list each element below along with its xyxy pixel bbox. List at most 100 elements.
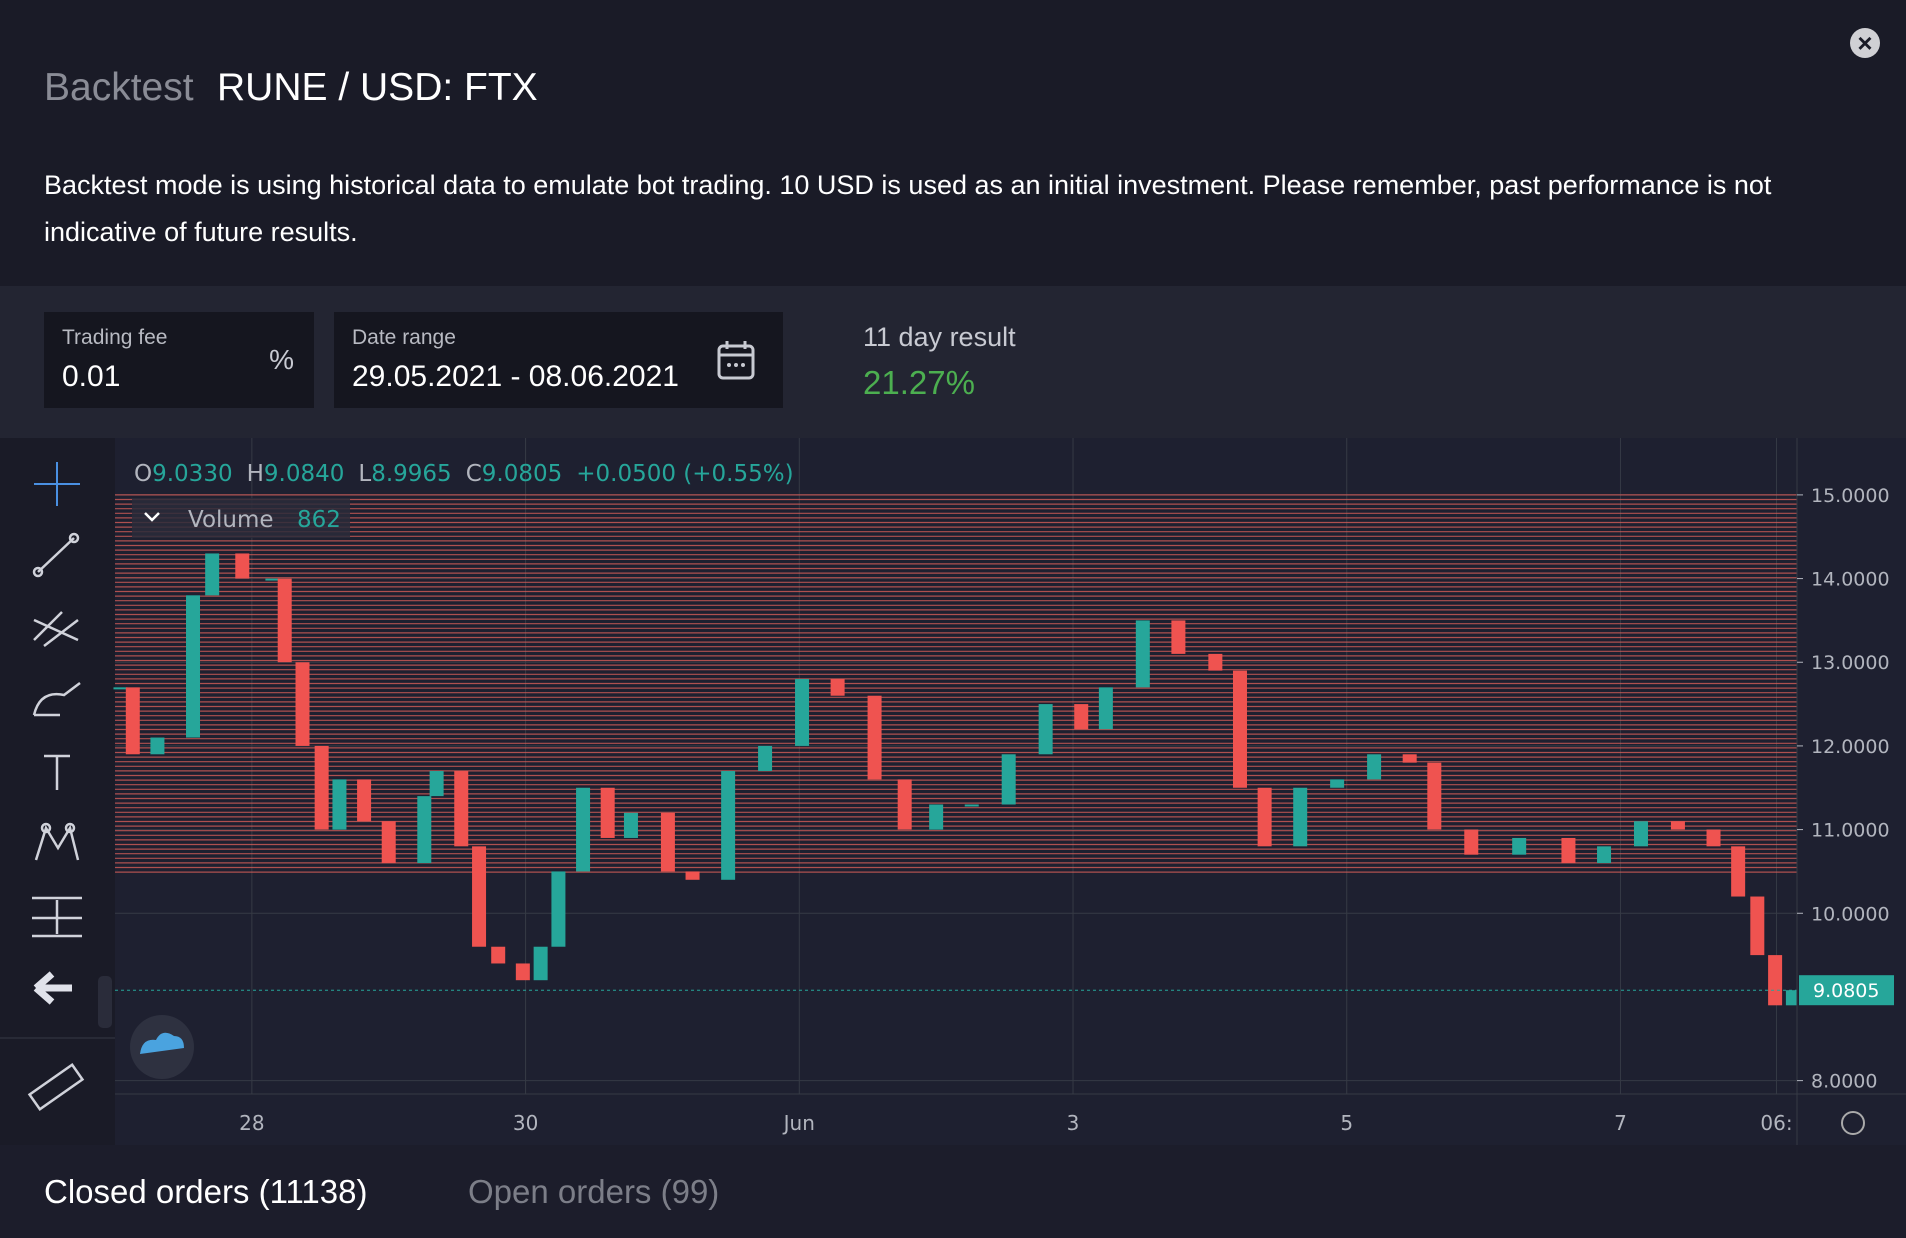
- x-tick-label: Jun: [782, 1111, 815, 1135]
- candle: [357, 779, 372, 822]
- candle: [1293, 787, 1308, 847]
- candle: [1633, 821, 1648, 847]
- candle: [235, 553, 250, 579]
- ohlc-value: 9.0330: [152, 461, 232, 487]
- candle: [1098, 687, 1113, 730]
- candle: [429, 771, 444, 797]
- ohlc-value: 9.0805: [482, 461, 562, 487]
- ohlc-key: H: [247, 461, 264, 487]
- tab-open[interactable]: Open orders (99): [468, 1173, 720, 1210]
- ohlc-key: O: [134, 461, 152, 487]
- price-axis: [1797, 438, 1906, 1145]
- candle: [1561, 837, 1576, 864]
- candle: [491, 946, 506, 964]
- candle: [1750, 896, 1765, 956]
- candle: [1232, 670, 1247, 788]
- brush-tool[interactable]: [32, 682, 81, 717]
- candle: [533, 946, 548, 981]
- candle: [454, 771, 469, 847]
- candle: [472, 846, 487, 947]
- x-tick-label: 5: [1340, 1111, 1353, 1135]
- candle: [685, 871, 700, 880]
- candle: [758, 745, 773, 772]
- ohlc-value: 9.0840: [264, 461, 344, 487]
- back-button[interactable]: [33, 971, 72, 1005]
- fee-input[interactable]: Trading fee 0.01 %: [44, 312, 314, 408]
- candle: [964, 804, 979, 807]
- candle: [1135, 620, 1150, 688]
- y-tick-label: 13.0000: [1811, 652, 1890, 674]
- ohlc-key: C: [466, 461, 482, 487]
- fee-label: Trading fee: [62, 326, 168, 349]
- candle: [1367, 754, 1382, 780]
- candle: [1171, 620, 1186, 654]
- candle: [897, 779, 912, 830]
- candle: [113, 687, 128, 690]
- y-tick-label: 14.0000: [1811, 569, 1890, 591]
- x-tick-label: 06:: [1760, 1111, 1792, 1135]
- trend-line-tool[interactable]: [32, 532, 80, 578]
- candle: [795, 678, 810, 746]
- x-tick-label: 28: [239, 1111, 264, 1135]
- ruler-tool[interactable]: [27, 1062, 85, 1112]
- order-grid: [115, 494, 1797, 873]
- toolbar: [0, 438, 115, 1145]
- result-label: 11 day result: [863, 322, 1016, 352]
- candle: [1427, 762, 1442, 830]
- collapse-toolbar[interactable]: [98, 976, 112, 1028]
- description: Backtest mode is using historical data t…: [44, 170, 1772, 247]
- candle: [1768, 955, 1783, 1006]
- header: Backtest RUNE / USD: FTX Backtest mode i…: [0, 0, 1906, 286]
- ohlc-change: +0.0500 (+0.55%): [576, 461, 793, 487]
- volume-legend-bg: [132, 498, 350, 538]
- close-button[interactable]: ×: [1850, 28, 1880, 58]
- candle: [1402, 754, 1417, 763]
- candle: [929, 804, 944, 830]
- candle: [1330, 779, 1345, 788]
- tab-closed[interactable]: Closed orders (11138): [44, 1173, 368, 1210]
- ohlc-value: 8.9965: [371, 461, 451, 487]
- candle: [600, 787, 615, 838]
- text-tool[interactable]: [44, 754, 70, 790]
- y-tick-label: 8.0000: [1811, 1071, 1877, 1093]
- settings-icon[interactable]: [1841, 1111, 1865, 1135]
- logo-cloud: [140, 1032, 184, 1054]
- ohlc-key: L: [358, 461, 371, 487]
- candle: [186, 595, 201, 738]
- calendar-icon: [717, 341, 755, 380]
- candle: [515, 963, 530, 981]
- y-tick-label: 12.0000: [1811, 736, 1890, 758]
- candle: [830, 678, 845, 696]
- candle: [381, 821, 396, 864]
- x-tick-label: 30: [513, 1111, 538, 1135]
- measure-tool[interactable]: [32, 896, 82, 938]
- candle: [265, 578, 280, 581]
- candle: [1512, 837, 1527, 855]
- volume-label: Volume: [188, 507, 274, 533]
- candle: [295, 662, 310, 746]
- y-tick-label: 10.0000: [1811, 903, 1890, 925]
- candle: [623, 812, 638, 838]
- result-value: 21.27%: [863, 364, 975, 401]
- candle: [417, 796, 432, 864]
- range-value: 29.05.2021 - 08.06.2021: [352, 360, 679, 393]
- fib-tool[interactable]: [33, 611, 79, 647]
- date-range-input[interactable]: Date range 29.05.2021 - 08.06.2021: [334, 312, 783, 408]
- volume-toggle[interactable]: [144, 512, 160, 522]
- candle: [1464, 829, 1479, 855]
- candle: [125, 687, 140, 755]
- last-price-label: 9.0805: [1813, 980, 1879, 1002]
- fee-value: 0.01: [62, 360, 121, 393]
- pattern-tool[interactable]: [34, 822, 80, 861]
- chart: 28 30 Jun 3 5 7 06: 8.0000 10.0000 11.0000 12.0000…: [0, 438, 1906, 1145]
- kicker: Backtest: [44, 66, 194, 109]
- candle: [332, 779, 347, 830]
- candle: [576, 787, 591, 872]
- candle: [1670, 821, 1685, 830]
- range-label: Date range: [352, 326, 456, 349]
- crosshair-tool[interactable]: [34, 462, 80, 506]
- x-tick-label: 3: [1067, 1111, 1080, 1135]
- candle: [1731, 846, 1746, 897]
